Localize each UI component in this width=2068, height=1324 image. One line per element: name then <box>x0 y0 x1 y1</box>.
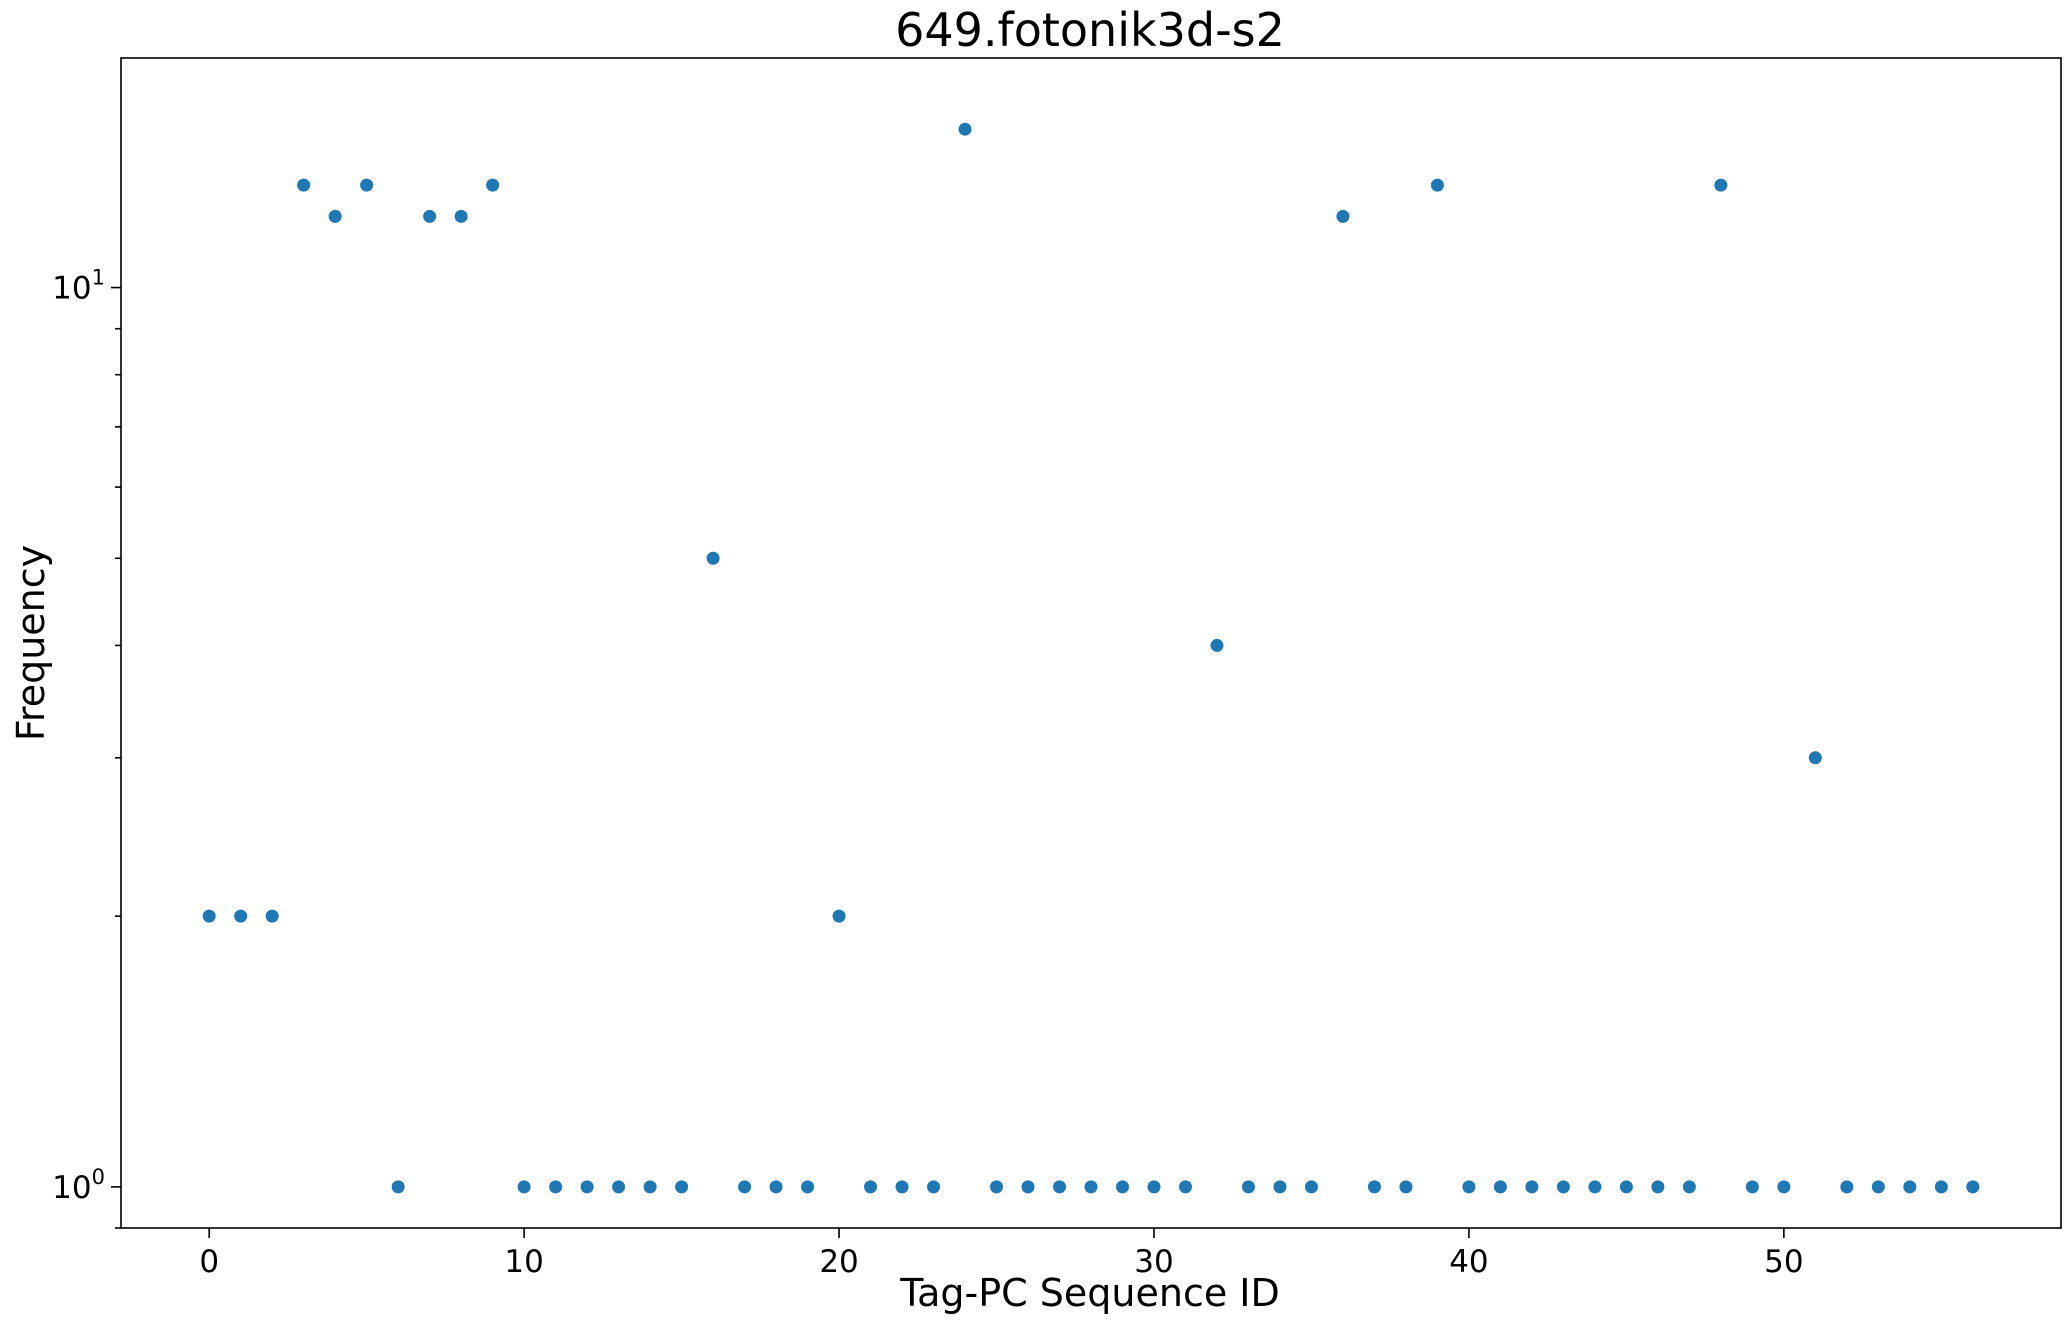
data-point <box>1745 1180 1759 1194</box>
data-point <box>234 909 248 923</box>
data-point <box>265 909 279 923</box>
data-point <box>1651 1180 1665 1194</box>
data-point <box>1304 1180 1318 1194</box>
data-point <box>423 209 437 223</box>
x-tick-label: 50 <box>1764 1244 1803 1280</box>
data-point <box>297 178 311 192</box>
data-point <box>1399 1180 1413 1194</box>
data-point <box>1021 1180 1035 1194</box>
data-point <box>1462 1180 1476 1194</box>
x-tick-label: 30 <box>1134 1244 1173 1280</box>
data-point <box>1178 1180 1192 1194</box>
data-point <box>1525 1180 1539 1194</box>
data-point <box>706 551 720 565</box>
data-point <box>1808 751 1822 765</box>
data-point <box>958 122 972 136</box>
data-point <box>391 1180 405 1194</box>
data-point <box>1241 1180 1255 1194</box>
data-point <box>1619 1180 1633 1194</box>
data-point <box>1871 1180 1885 1194</box>
data-point <box>1210 638 1224 652</box>
data-point <box>927 1180 941 1194</box>
data-point <box>1714 178 1728 192</box>
data-point <box>202 909 216 923</box>
data-point <box>1053 1180 1067 1194</box>
y-axis-label: Frequency <box>9 545 53 741</box>
data-point <box>832 909 846 923</box>
x-axis: 0 10 20 30 40 50 <box>199 1228 1804 1280</box>
data-point <box>864 1180 878 1194</box>
data-point <box>1934 1180 1948 1194</box>
data-point <box>1493 1180 1507 1194</box>
axes-frame <box>120 57 2062 1229</box>
x-tick-label: 0 <box>199 1244 219 1280</box>
data-point <box>517 1180 531 1194</box>
data-markers <box>202 122 1980 1194</box>
plot-area <box>120 57 2062 1229</box>
data-point <box>1840 1180 1854 1194</box>
data-point <box>1336 209 1350 223</box>
data-point <box>1556 1180 1570 1194</box>
data-point <box>1682 1180 1696 1194</box>
x-axis-label: Tag-PC Sequence ID <box>899 1271 1280 1315</box>
y-tick-label: 100 <box>52 1165 105 1206</box>
data-point <box>454 209 468 223</box>
data-point <box>1367 1180 1381 1194</box>
data-point <box>1115 1180 1129 1194</box>
x-tick-label: 10 <box>504 1244 543 1280</box>
data-point <box>1777 1180 1791 1194</box>
data-point <box>1430 178 1444 192</box>
data-point <box>1084 1180 1098 1194</box>
data-point <box>801 1180 815 1194</box>
data-point <box>769 1180 783 1194</box>
data-point <box>1903 1180 1917 1194</box>
data-point <box>612 1180 626 1194</box>
data-point <box>738 1180 752 1194</box>
data-point <box>360 178 374 192</box>
x-tick-label: 40 <box>1449 1244 1488 1280</box>
data-point <box>580 1180 594 1194</box>
chart-title: 649.fotonik3d-s2 <box>895 3 1285 57</box>
x-tick-label: 20 <box>819 1244 858 1280</box>
data-point <box>990 1180 1004 1194</box>
y-axis: 100 101 <box>52 266 121 1229</box>
data-point <box>1273 1180 1287 1194</box>
data-point <box>549 1180 563 1194</box>
y-tick-label: 101 <box>52 266 105 307</box>
data-point <box>1588 1180 1602 1194</box>
data-point <box>895 1180 909 1194</box>
data-point <box>643 1180 657 1194</box>
data-point <box>1966 1180 1980 1194</box>
data-point <box>328 209 342 223</box>
data-point <box>675 1180 689 1194</box>
data-point <box>486 178 500 192</box>
data-point <box>1147 1180 1161 1194</box>
